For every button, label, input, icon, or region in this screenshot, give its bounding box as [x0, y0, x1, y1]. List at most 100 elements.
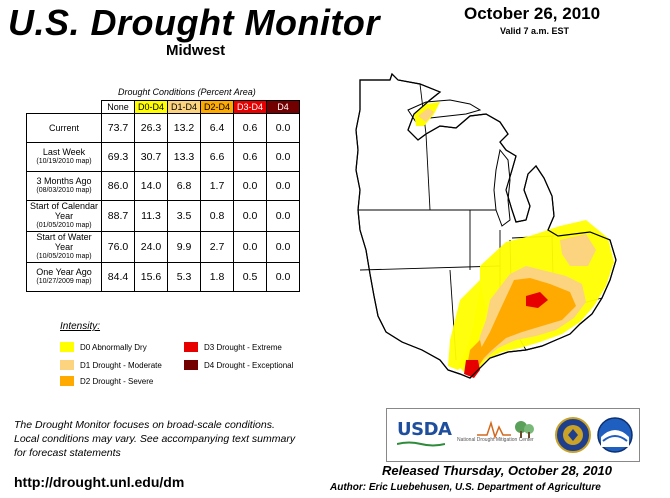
table-row: Start of Calendar Year (01/05/2010 map) 8…: [26, 200, 300, 232]
cell: 0.0: [233, 171, 267, 201]
legend-item-d2: D2 Drought - Severe: [60, 376, 153, 386]
legend-title: Intensity:: [60, 321, 101, 332]
d3-area-center: [526, 292, 548, 308]
website-link[interactable]: http://drought.unl.edu/dm: [14, 474, 185, 490]
row-sublabel: (10/19/2010 map): [36, 158, 92, 165]
cell: 6.8: [167, 171, 201, 201]
row-label: Start of Water Year (10/05/2010 map): [26, 231, 102, 263]
cell: 0.8: [200, 200, 234, 232]
cell: 15.6: [134, 262, 168, 292]
header-blank: [27, 101, 102, 114]
cell: 76.0: [101, 231, 135, 263]
usda-logo-wave: [397, 441, 445, 447]
row-label: Last Week (10/19/2010 map): [26, 142, 102, 172]
legend-label: D2 Drought - Severe: [80, 376, 154, 386]
region-outline-overlay: [355, 72, 617, 379]
table-caption: Drought Conditions (Percent Area): [118, 87, 256, 97]
row-label: One Year Ago (10/27/2009 map): [26, 262, 102, 292]
cell: 26.3: [134, 113, 168, 143]
cell: 73.7: [101, 113, 135, 143]
row-label-text: One Year Ago: [36, 267, 92, 277]
row-label: 3 Months Ago (08/03/2010 map): [26, 171, 102, 201]
row-sublabel: (10/05/2010 map): [36, 253, 92, 260]
legend-swatch: [60, 360, 74, 370]
cell: 0.0: [266, 200, 300, 232]
partner-logos: USDA National Drought Mitigation Center: [386, 408, 640, 462]
drought-conditions-table: None D0-D4 D1-D4 D2-D4 D3-D4 D4 Current …: [26, 100, 300, 292]
cell: 30.7: [134, 142, 168, 172]
legend-swatch: [60, 376, 74, 386]
cell: 0.0: [233, 231, 267, 263]
cell: 5.3: [167, 262, 201, 292]
usda-logo: USDA: [397, 419, 452, 440]
table-row: Current 73.7 26.3 13.2 6.4 0.6 0.0: [26, 113, 300, 143]
cell: 0.0: [266, 142, 300, 172]
note-line: The Drought Monitor focuses on broad-sca…: [14, 419, 275, 431]
cell: 9.9: [167, 231, 201, 263]
note-line: for forecast statements: [14, 447, 121, 459]
row-label: Start of Calendar Year (01/05/2010 map): [26, 200, 102, 232]
cell: 0.0: [266, 113, 300, 143]
d2-area: [480, 278, 576, 358]
region-name: Midwest: [166, 42, 226, 59]
row-sublabel: (08/03/2010 map): [36, 187, 92, 194]
col-none: None: [101, 100, 135, 114]
cell: 24.0: [134, 231, 168, 263]
cell: 88.7: [101, 200, 135, 232]
author-credit: Author: Eric Luebehusen, U.S. Department…: [330, 482, 601, 493]
table-row: One Year Ago (10/27/2009 map) 84.4 15.6 5…: [26, 262, 300, 292]
map-title: U.S. Drought Monitor: [8, 2, 380, 43]
cell: 13.3: [167, 142, 201, 172]
map-date: October 26, 2010: [464, 4, 601, 23]
table-row: Last Week (10/19/2010 map) 69.3 30.7 13.3…: [26, 142, 300, 172]
legend-item-d3: D3 Drought - Extreme: [184, 342, 282, 352]
cell: 0.6: [233, 113, 267, 143]
release-date: Released Thursday, October 28, 2010: [382, 463, 613, 478]
disclaimer-note: The Drought Monitor focuses on broad-sca…: [14, 418, 295, 460]
cell: 3.5: [167, 200, 201, 232]
cell: 11.3: [134, 200, 168, 232]
cell: 6.4: [200, 113, 234, 143]
cell: 14.0: [134, 171, 168, 201]
legend-label: D0 Abnormally Dry: [80, 342, 147, 352]
lake-michigan: [493, 148, 511, 227]
col-d1-d4: D1-D4: [167, 100, 201, 114]
row-label-text: Start of Water Year: [36, 232, 92, 252]
noaa-logo-icon: [597, 417, 633, 453]
cell: 0.0: [233, 200, 267, 232]
cell: 0.5: [233, 262, 267, 292]
d1-area-east: [560, 234, 596, 266]
row-sublabel: (10/27/2009 map): [36, 278, 92, 285]
drought-areas: [414, 102, 614, 378]
row-label-text: Last Week: [42, 147, 86, 157]
legend-swatch: [60, 342, 74, 352]
legend-item-d1: D1 Drought - Moderate: [60, 360, 162, 370]
valid-time: Valid 7 a.m. EST: [500, 26, 570, 36]
midwest-drought-map: [355, 72, 617, 379]
legend-label: D4 Drought - Exceptional: [204, 360, 294, 370]
cell: 0.0: [266, 262, 300, 292]
note-line: Local conditions may vary. See accompany…: [14, 433, 296, 445]
commerce-seal-icon: [555, 417, 591, 453]
d1-area-north: [418, 108, 434, 122]
legend-item-d4: D4 Drought - Exceptional: [184, 360, 293, 370]
table-header-row: None D0-D4 D1-D4 D2-D4 D3-D4 D4: [27, 100, 300, 114]
col-d4: D4: [266, 100, 300, 114]
cell: 0.0: [266, 171, 300, 201]
row-label-text: 3 Months Ago: [36, 176, 92, 186]
legend-swatch: [184, 360, 198, 370]
legend-label: D1 Drought - Moderate: [80, 360, 162, 370]
col-d2-d4: D2-D4: [200, 100, 234, 114]
row-label: Current: [26, 113, 102, 143]
cell: 84.4: [101, 262, 135, 292]
cell: 1.8: [200, 262, 234, 292]
table-row: 3 Months Ago (08/03/2010 map) 86.0 14.0 6…: [26, 171, 300, 201]
ndmc-logo-icon: [477, 420, 534, 439]
legend-item-d0: D0 Abnormally Dry: [60, 342, 147, 352]
col-d3-d4: D3-D4: [233, 100, 267, 114]
row-label-text: Current: [48, 123, 79, 133]
legend-swatch: [184, 342, 198, 352]
cell: 13.2: [167, 113, 201, 143]
cell: 86.0: [101, 171, 135, 201]
row-sublabel: (01/05/2010 map): [36, 222, 92, 229]
